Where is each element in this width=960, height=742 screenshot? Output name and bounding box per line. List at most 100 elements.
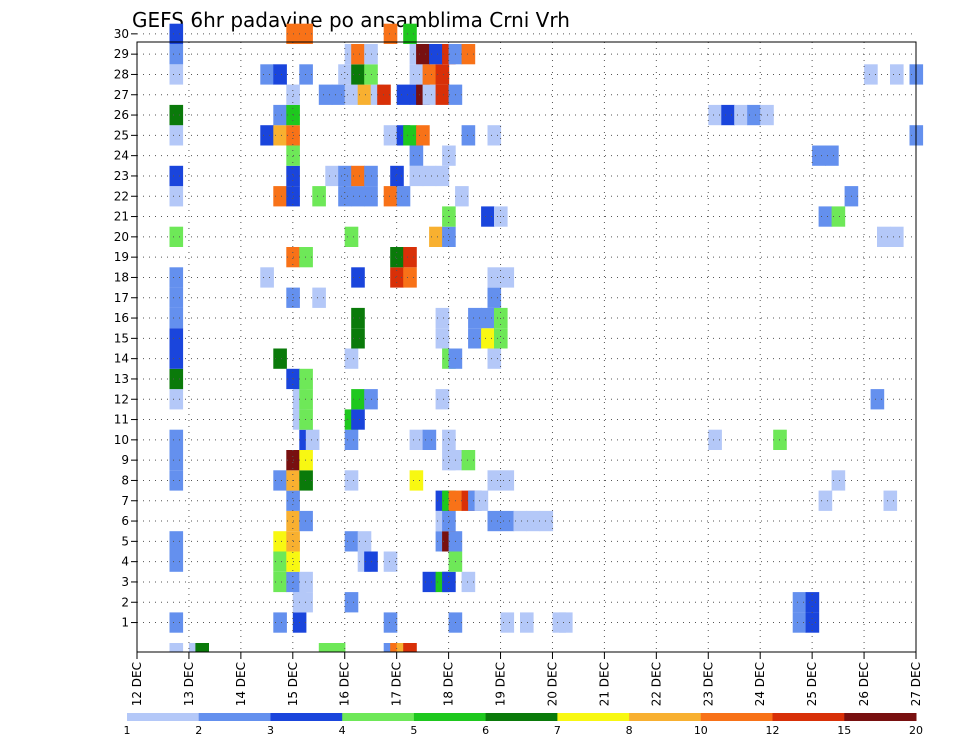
y-tick-label: 24 xyxy=(114,149,129,163)
heatmap-cell xyxy=(825,145,839,166)
heatmap-cell xyxy=(403,23,417,44)
colorbar-segment xyxy=(844,713,917,721)
color-bar: 1 2 3 4 5 6 7 8 10 12 15 20 xyxy=(124,713,923,737)
heatmap-cell xyxy=(357,531,372,552)
heatmap-cell xyxy=(500,612,515,633)
heatmap-cell xyxy=(864,64,878,85)
heatmap-cell xyxy=(331,84,346,105)
heatmap-cell xyxy=(818,206,833,227)
heatmap-cell xyxy=(383,23,398,44)
colorbar-segment xyxy=(127,713,200,721)
heatmap-cell xyxy=(831,206,846,227)
y-tick-label: 9 xyxy=(121,453,129,467)
heatmap-cell xyxy=(396,186,411,207)
heatmap-cell xyxy=(461,450,476,471)
heatmap-cell xyxy=(260,125,274,146)
heatmap-cell xyxy=(169,328,184,349)
colorbar-tick-label: 8 xyxy=(626,724,633,737)
heatmap-cell xyxy=(299,368,313,390)
heatmap-cell xyxy=(461,44,476,65)
y-tick-label: 4 xyxy=(121,555,129,569)
heatmap-cell xyxy=(390,247,404,268)
heatmap-cell xyxy=(422,165,437,187)
y-tick-label: 21 xyxy=(114,210,129,224)
colorbar-tick-label: 10 xyxy=(694,724,708,737)
heatmap-cell xyxy=(299,470,313,491)
heatmap-cell xyxy=(305,429,320,450)
heatmap-cell xyxy=(435,84,450,105)
heatmap-cell xyxy=(383,612,398,633)
y-tick-label: 5 xyxy=(121,534,129,548)
heatmap-cell xyxy=(487,510,502,532)
heatmap-cell xyxy=(273,470,287,491)
y-tick-label: 16 xyxy=(114,311,129,325)
heatmap-cell xyxy=(500,510,515,532)
heatmap-cell xyxy=(559,612,573,633)
colorbar-tick-label: 5 xyxy=(410,724,417,737)
heatmap-cell xyxy=(351,328,365,349)
heatmap-cell xyxy=(169,64,184,85)
heatmap-cell xyxy=(468,307,482,329)
heatmap-cell xyxy=(338,64,352,85)
heatmap-cell xyxy=(805,592,820,613)
heatmap-cell xyxy=(708,429,722,450)
heatmap-cell xyxy=(513,510,528,532)
heatmap-cell xyxy=(312,186,326,207)
heatmap-cell xyxy=(273,531,287,552)
chart-title: GEFS 6hr padavine po ansamblima Crni Vrh xyxy=(132,8,570,32)
colorbar-segment xyxy=(629,713,702,721)
heatmap-cell xyxy=(299,571,313,593)
heatmap-cell xyxy=(351,44,365,65)
colorbar-segment xyxy=(198,713,271,721)
x-tick-label: 21 DEC xyxy=(597,662,611,706)
colorbar-segment xyxy=(700,713,773,721)
heatmap-cell xyxy=(474,490,489,511)
heatmap-cell xyxy=(435,64,450,85)
heatmap-cell xyxy=(169,186,184,207)
colorbar-tick-label: 2 xyxy=(195,724,202,737)
heatmap-cell xyxy=(273,186,287,207)
colorbar-tick-label: 12 xyxy=(766,724,780,737)
heatmap-cell xyxy=(429,44,443,65)
colorbar-segment xyxy=(342,713,415,721)
heatmap-cell xyxy=(883,490,898,511)
y-tick-label: 13 xyxy=(114,372,129,386)
heatmap-cell xyxy=(429,226,443,247)
heatmap-cell xyxy=(721,104,735,126)
heatmap-cell xyxy=(487,348,502,369)
x-tick-label: 27 DEC xyxy=(909,662,923,706)
heatmap-cell xyxy=(331,643,346,652)
y-tick-label: 15 xyxy=(114,331,129,345)
y-tick-label: 30 xyxy=(114,27,129,41)
heatmap-cell xyxy=(169,226,184,247)
plot-frame xyxy=(136,41,917,653)
heatmap-cell xyxy=(734,104,748,126)
heatmap-cell xyxy=(877,226,891,247)
colorbar-tick-label: 7 xyxy=(554,724,561,737)
x-tick-label: 24 DEC xyxy=(753,662,767,706)
heatmap-cell xyxy=(351,64,365,85)
heatmap-cell xyxy=(409,64,424,85)
colorbar-tick-label: 3 xyxy=(267,724,274,737)
x-tick-label: 26 DEC xyxy=(857,662,871,706)
heatmap-cell xyxy=(169,23,184,44)
heatmap-cell xyxy=(325,165,339,187)
heatmap-cell xyxy=(409,145,424,166)
heatmap-cell xyxy=(299,450,313,471)
heatmap-cell xyxy=(383,551,398,572)
heatmap-cell xyxy=(169,470,184,491)
heatmap-cell xyxy=(390,267,404,288)
heatmap-cell xyxy=(273,64,287,85)
heatmap-cells xyxy=(169,23,924,652)
heatmap-cell xyxy=(338,186,352,207)
y-tick-label: 26 xyxy=(114,108,129,122)
heatmap-cell xyxy=(169,450,184,471)
heatmap-cell xyxy=(422,84,437,105)
heatmap-cell xyxy=(344,429,359,450)
heatmap-cell xyxy=(409,429,424,450)
heatmap-cell xyxy=(805,612,820,633)
heatmap-cell xyxy=(481,307,495,329)
heatmap-cell xyxy=(299,64,313,85)
x-tick-label: 23 DEC xyxy=(701,662,715,706)
